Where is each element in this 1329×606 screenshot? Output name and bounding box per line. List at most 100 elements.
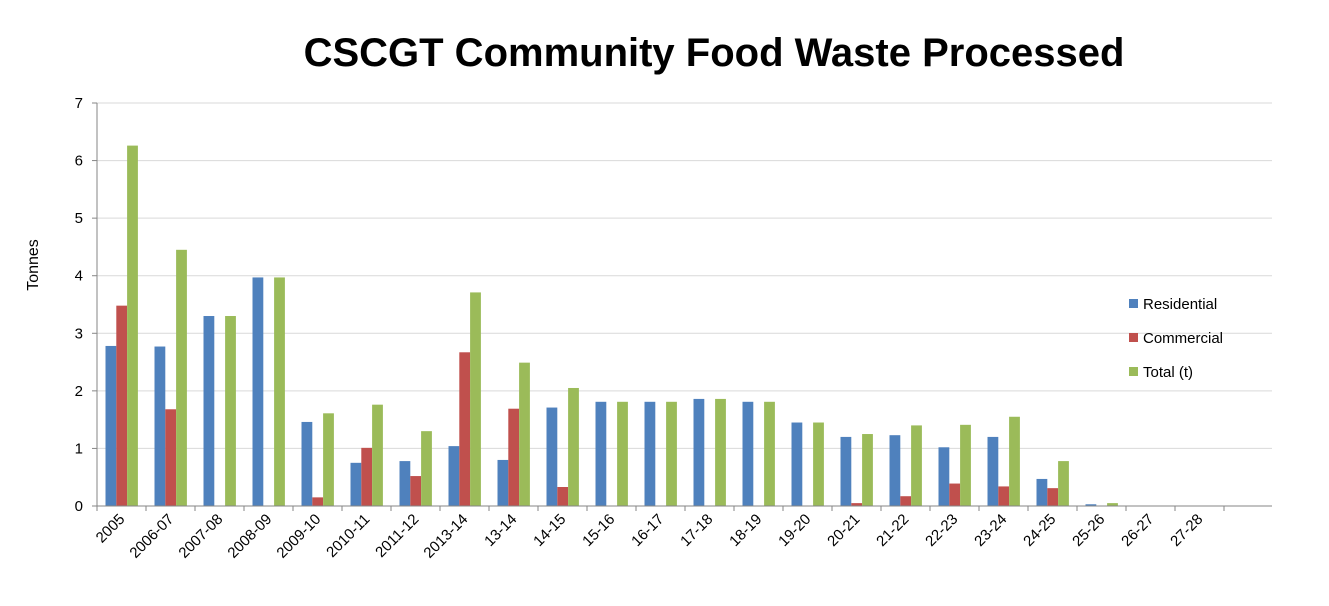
x-tick-label: 18-19 [726,511,765,550]
bar [203,316,215,506]
bar [617,401,628,506]
bar [127,145,138,507]
x-tick-label: 26-27 [1118,511,1157,550]
bar [350,462,362,506]
bar [1085,504,1097,506]
x-tick-label: 2013-14 [420,511,471,562]
y-tick-label: 4 [75,268,83,285]
legend-entry: Total (t) [1143,364,1193,381]
bar [911,425,922,506]
x-tick-label: 22-23 [922,511,961,550]
x-tick-label: 2009-10 [273,511,324,562]
x-tick-label: 24-25 [1020,511,1059,550]
bar [116,305,128,506]
bar [960,424,971,506]
legend-entry: Residential [1143,296,1217,313]
y-tick-label: 5 [75,210,83,227]
bar [154,346,166,506]
bar [666,401,677,506]
bar [546,407,558,506]
bar [459,352,471,506]
bar [323,413,334,506]
x-tick-label: 19-20 [775,511,814,550]
bar [900,496,912,506]
y-tick-label: 3 [75,325,83,342]
bar [1036,478,1048,506]
legend-swatch [1129,299,1138,308]
bar [312,497,324,506]
bar [470,292,481,506]
bar [448,446,460,506]
bar [998,486,1010,506]
bar [715,398,726,506]
y-tick-label: 6 [75,153,83,170]
y-tick-label: 1 [75,440,83,457]
x-tick-label: 2010-11 [323,511,373,561]
x-tick-label: 25-26 [1069,511,1108,550]
bar [644,401,656,506]
bar [949,483,961,506]
legend-swatch [1129,367,1138,376]
bar [410,476,422,506]
bar [225,316,236,506]
bar [399,461,411,506]
bar [301,421,313,506]
bar [987,436,999,506]
x-tick-label: 16-17 [628,511,667,550]
bar [851,503,863,506]
bar [105,345,117,506]
x-tick-label: 17-18 [677,511,716,550]
bars [105,145,1118,507]
legend-entry: Commercial [1143,330,1223,347]
legend: Residential Commercial Total (t) [1129,296,1223,381]
bar [508,408,520,506]
y-tick-labels: 0 1 2 3 4 5 6 7 [75,95,83,515]
y-tick-label: 2 [75,383,83,400]
bar [1009,416,1020,506]
axes [92,102,1272,511]
x-tick-label: 27-28 [1167,511,1206,550]
bar [372,404,383,506]
bar [421,431,432,506]
bar [274,277,285,506]
bar [557,487,569,506]
x-tick-label: 2007-08 [175,511,226,562]
y-tick-label: 0 [75,498,83,515]
x-tick-label: 15-16 [579,511,618,550]
bar [1107,503,1118,506]
x-tick-label: 14-15 [530,511,569,550]
bar [791,422,803,506]
bar [742,401,754,506]
chart-title: CSCGT Community Food Waste Processed [304,31,1125,75]
bar [862,434,873,506]
y-axis-label: Tonnes [25,239,42,291]
bar [595,401,607,506]
y-tick-label: 7 [75,95,83,112]
bar [889,435,901,506]
bar [840,436,852,506]
x-tick-label: 23-24 [971,511,1010,550]
bar [252,277,264,506]
x-tick-label: 21-22 [873,511,912,550]
x-tick-labels: 20052006-072007-082008-092009-102010-112… [93,511,1207,562]
bar [1058,461,1069,506]
bar [176,249,187,507]
bar [1047,488,1059,506]
bar [813,422,824,506]
legend-swatch [1129,333,1138,342]
x-tick-label: 2005 [93,511,129,547]
gridlines [97,102,1272,449]
x-tick-label: 2008-09 [224,511,275,562]
x-tick-label: 2011-12 [372,511,422,561]
x-tick-label: 20-21 [824,511,863,550]
x-tick-label: 2006-07 [126,511,177,562]
bar [165,409,177,506]
bar [693,398,705,506]
bar [938,447,950,506]
bar [519,362,530,506]
bar [497,459,509,506]
x-tick-label: 13-14 [481,511,520,550]
bar [568,387,579,506]
bar [764,401,775,506]
